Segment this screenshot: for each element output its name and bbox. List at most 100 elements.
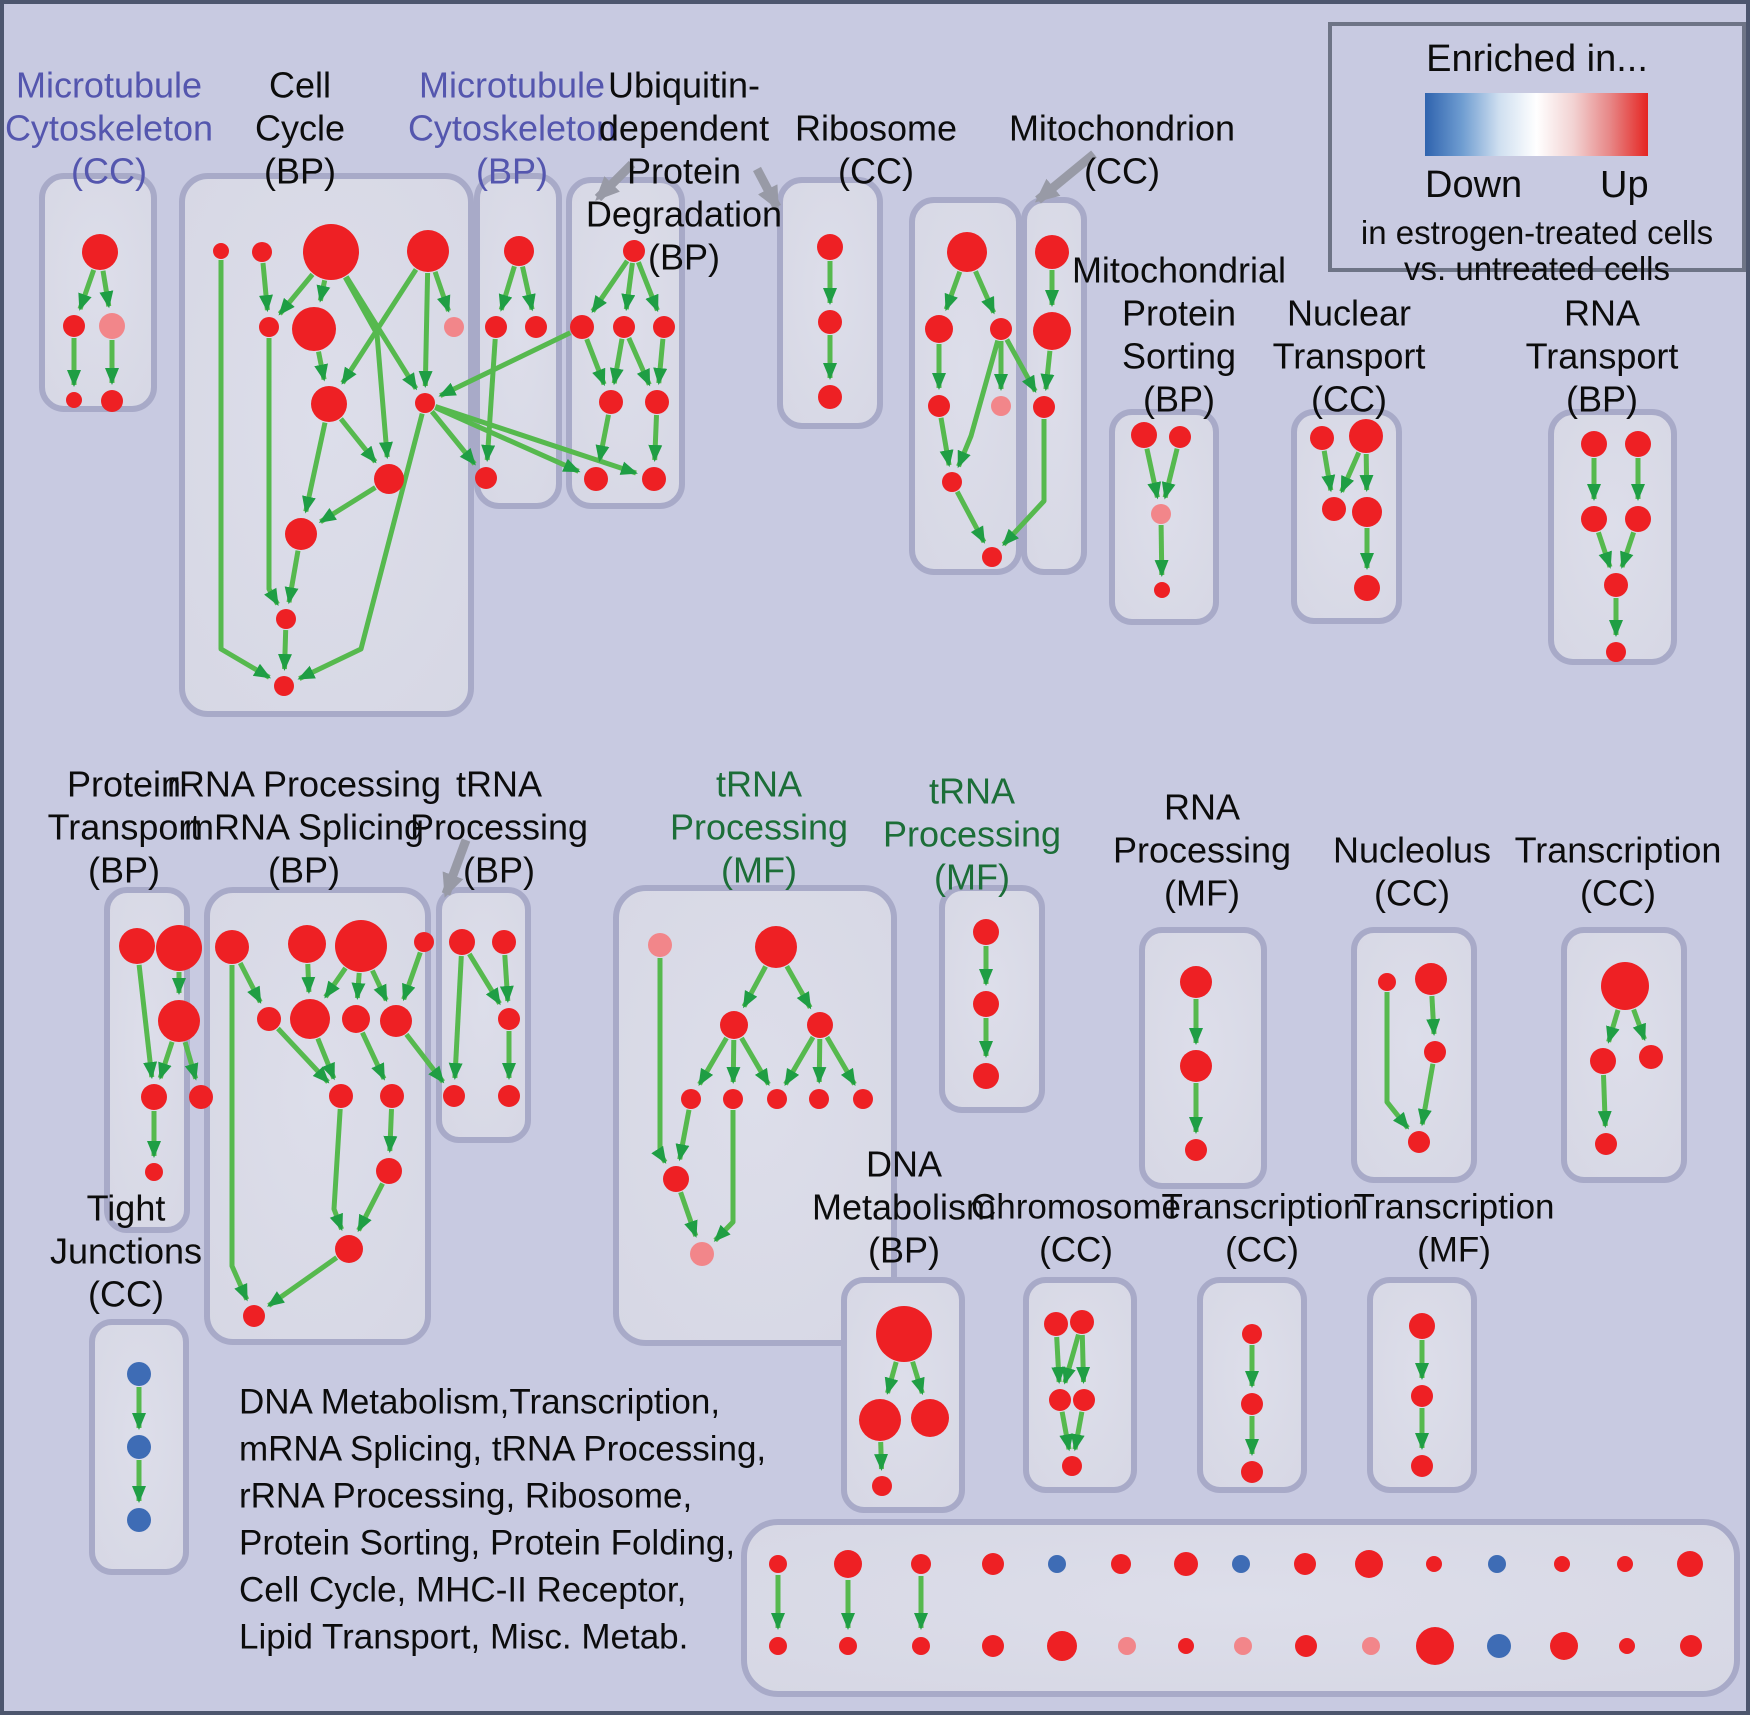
- go-term-node: [380, 1005, 412, 1037]
- go-term-node: [119, 928, 155, 964]
- edge: [302, 422, 328, 514]
- matrix-dot-bottom: [1362, 1637, 1380, 1655]
- cluster-label-mt-bp: (BP): [476, 151, 548, 192]
- cluster-label-ubiquitin: (BP): [648, 237, 720, 278]
- go-term-node: [311, 386, 347, 422]
- legend: Enriched in... Down Up in estrogen-treat…: [1328, 22, 1746, 287]
- legend-title: Enriched in...: [1426, 38, 1648, 80]
- go-term-node: [809, 1089, 829, 1109]
- edge: [499, 954, 514, 1003]
- go-term-node: [1349, 419, 1383, 453]
- matrix-dot-bottom: [1680, 1635, 1702, 1657]
- cluster-label-dna-metabolism: DNA: [866, 1144, 942, 1185]
- go-term-node: [1151, 504, 1171, 524]
- cluster-label-dna-metabolism: (BP): [868, 1230, 940, 1271]
- go-term-node: [642, 467, 666, 491]
- matrix-dot-bottom: [912, 1637, 930, 1655]
- go-term-node: [127, 1362, 151, 1386]
- go-term-node: [82, 234, 118, 270]
- edge: [1051, 1336, 1066, 1384]
- edge: [314, 351, 329, 382]
- edge: [259, 262, 273, 313]
- go-term-node: [876, 1306, 932, 1362]
- cluster-label-transcription-cc-1: Transcription: [1515, 830, 1722, 871]
- cluster-label-mt-cc: Cytoskeleton: [5, 108, 213, 149]
- cluster-label-tight-junctions: Tight: [87, 1188, 166, 1229]
- go-term-node: [127, 1435, 151, 1459]
- edge: [973, 270, 996, 315]
- cluster-label-mito-sorting: Sorting: [1122, 336, 1236, 377]
- go-term-node: [1242, 1324, 1262, 1344]
- go-term-node: [1625, 506, 1651, 532]
- go-term-node: [1241, 1461, 1263, 1483]
- cluster-label-transcription-cc-2: (CC): [1225, 1231, 1299, 1270]
- edge: [229, 965, 250, 1302]
- go-term-node: [1180, 966, 1212, 998]
- matrix-dot-bottom: [1234, 1637, 1252, 1655]
- go-term-node: [767, 1089, 787, 1109]
- misc-categories-text: Lipid Transport, Misc. Metab.: [239, 1618, 688, 1657]
- edge: [157, 1041, 175, 1080]
- go-term-node: [1601, 962, 1649, 1010]
- go-term-node: [259, 317, 279, 337]
- go-term-node: [872, 1476, 892, 1496]
- cluster-box-rna-transport-box: [1548, 409, 1677, 665]
- cluster-label-trna-mf-1: (MF): [721, 850, 797, 891]
- matrix-dot-bottom: [839, 1637, 857, 1655]
- cluster-label-nucleolus: Nucleolus: [1333, 830, 1491, 871]
- edge: [340, 268, 419, 385]
- cluster-label-ubiquitin: Degradation: [586, 194, 782, 235]
- go-term-node: [584, 467, 608, 491]
- cluster-box-dna-metabolism-box: [841, 1277, 965, 1513]
- matrix-dot-top: [1111, 1554, 1131, 1574]
- matrix-dot-top: [982, 1553, 1004, 1575]
- go-term-node: [947, 232, 987, 272]
- cluster-label-mt-cc: (CC): [71, 151, 147, 192]
- edge: [434, 405, 581, 474]
- misc-categories-text: mRNA Splicing, tRNA Processing,: [239, 1430, 766, 1469]
- edge: [943, 270, 963, 312]
- label-pointer-arrow: [441, 838, 471, 898]
- edge: [1321, 450, 1336, 493]
- edge: [1417, 1063, 1436, 1127]
- edge: [316, 279, 331, 303]
- go-term-node: [1352, 497, 1382, 527]
- edge: [874, 1441, 889, 1471]
- go-term-node: [853, 1089, 873, 1109]
- edge: [276, 1026, 330, 1084]
- edge: [621, 262, 636, 312]
- edge: [783, 1035, 816, 1087]
- edge: [1004, 338, 1038, 393]
- edge: [884, 1361, 899, 1395]
- cluster-label-rrna-processing: mRNA Splicing: [184, 807, 424, 848]
- go-term-node: [973, 991, 999, 1017]
- go-term-node: [215, 930, 249, 964]
- edge: [1062, 1333, 1081, 1385]
- edge: [323, 966, 348, 999]
- edge: [481, 338, 498, 462]
- go-term-node: [449, 929, 475, 955]
- cluster-label-cell-cycle: (BP): [264, 151, 336, 192]
- go-term-node: [1408, 1131, 1430, 1153]
- legend-up-label: Up: [1600, 164, 1649, 206]
- edge: [329, 1108, 344, 1232]
- go-term-node: [1241, 1393, 1263, 1415]
- go-term-node: [648, 933, 672, 957]
- edge: [1059, 1411, 1074, 1452]
- go-term-node: [141, 1084, 167, 1110]
- go-term-node: [1409, 1313, 1435, 1339]
- go-term-node: [1590, 1048, 1616, 1074]
- cluster-label-mitochondrion: Mitochondrion: [1009, 108, 1235, 149]
- edge: [739, 1036, 771, 1087]
- go-term-node: [570, 315, 594, 339]
- go-term-node: [99, 313, 125, 339]
- matrix-dot-top: [1488, 1555, 1506, 1573]
- legend-subtitle-1: in estrogen-treated cells: [1360, 214, 1714, 251]
- cluster-label-trna-mf-1: Processing: [670, 807, 848, 848]
- edge: [356, 1182, 385, 1233]
- go-term-node: [376, 1158, 402, 1184]
- go-term-node: [1606, 642, 1626, 662]
- edge: [318, 485, 377, 524]
- cluster-box-rrna-box: [204, 887, 431, 1345]
- go-term-node: [663, 1166, 689, 1192]
